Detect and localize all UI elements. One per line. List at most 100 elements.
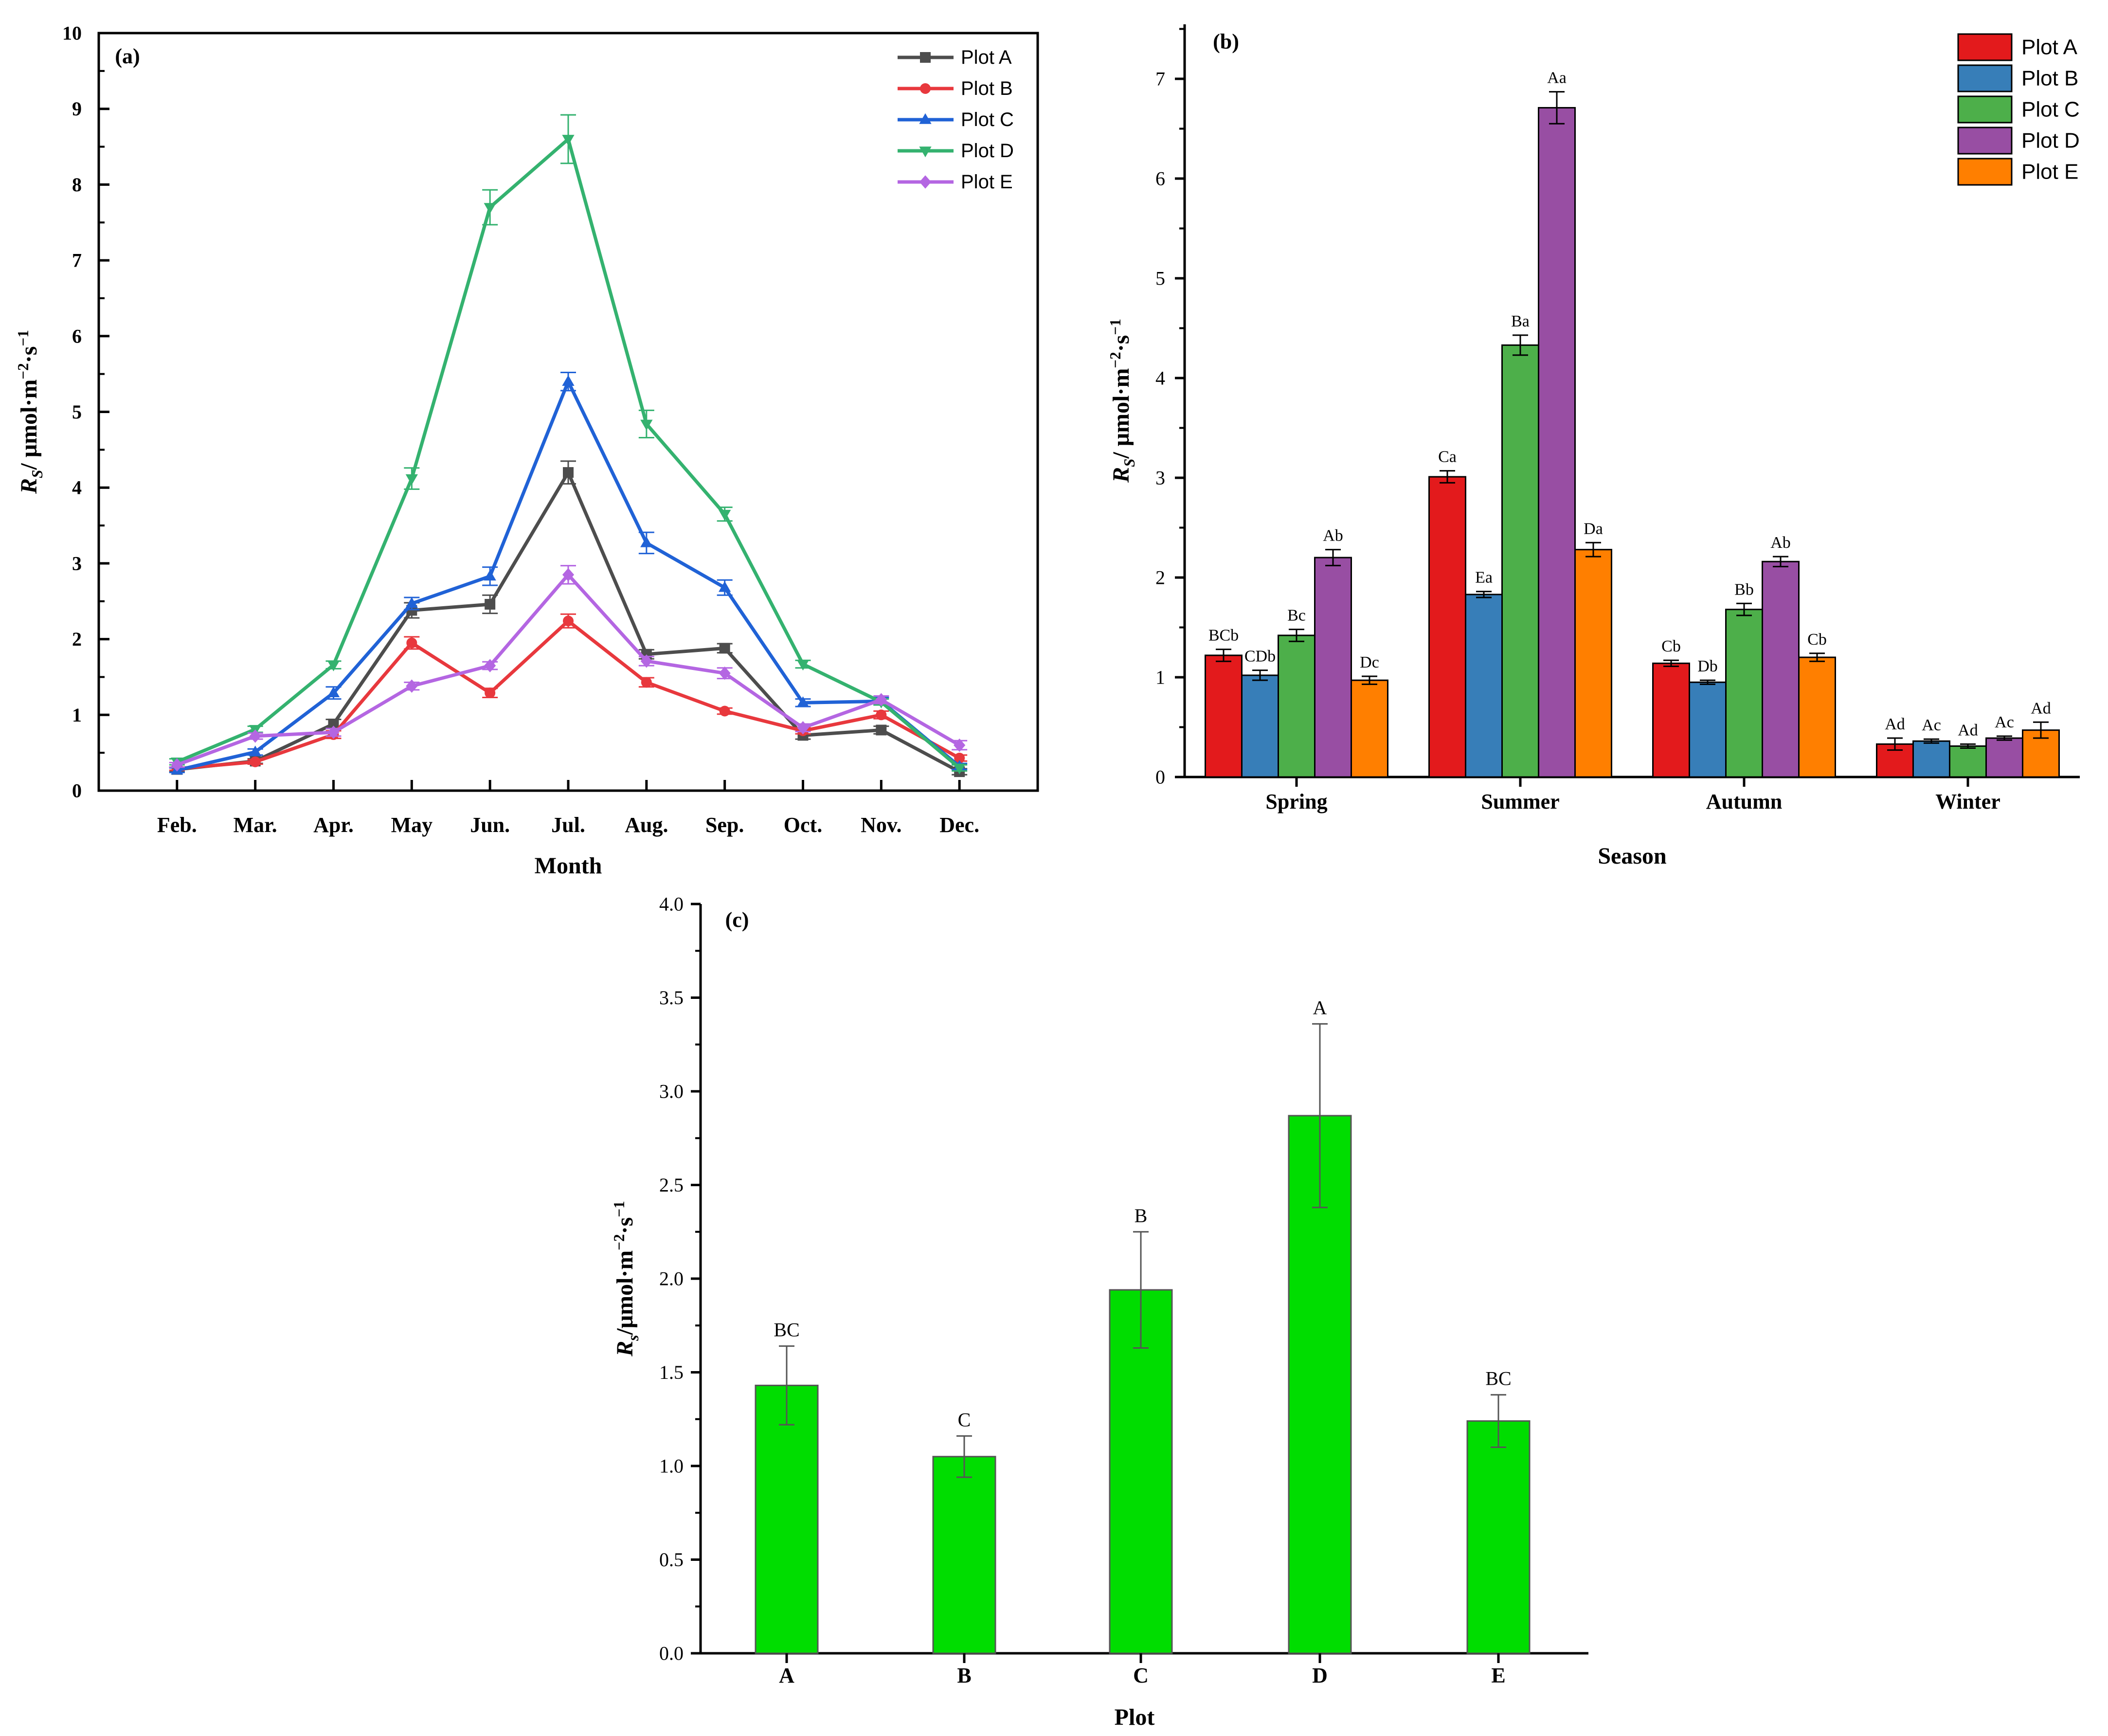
- legend-label: Plot B: [961, 78, 1013, 99]
- legend-label: Plot A: [961, 47, 1012, 68]
- bar: [1241, 674, 1279, 778]
- error-bar: [779, 1345, 794, 1426]
- bar-significance-label: CDb: [1244, 648, 1276, 666]
- x-tick-label: C: [1133, 1664, 1149, 1687]
- y-label-unit: / μmol·m: [1108, 368, 1134, 459]
- y-label-unit: /μmol·m: [612, 1250, 638, 1336]
- bar: [1278, 634, 1315, 778]
- data-point: [876, 709, 887, 721]
- panel-a-monthly-line-chart: 0 1 2 3 4 5 6 7 8 9 10 Feb. Mar. Apr. May Jun. Jul. Aug. S…: [15, 22, 1039, 879]
- error-bar: [2033, 721, 2049, 739]
- legend-swatch: [1957, 95, 2013, 124]
- data-point: [797, 721, 809, 735]
- legend-swatch: [1957, 158, 2013, 186]
- data-point: [563, 467, 574, 478]
- legend-label: Plot E: [961, 171, 1013, 193]
- x-tick-label: A: [779, 1664, 794, 1687]
- x-axis-label: Month: [535, 853, 602, 879]
- bar: [755, 1384, 819, 1654]
- error-bar: [1440, 470, 1455, 484]
- y-tick-label: 7: [1155, 68, 1165, 90]
- bar-significance-label: Bc: [1287, 607, 1306, 625]
- error-bar: [1887, 737, 1903, 751]
- series-plot-e: [169, 565, 968, 772]
- data-point: [641, 677, 652, 688]
- error-bar: [1663, 659, 1679, 667]
- y-label-exponent-2: −1: [1107, 319, 1124, 335]
- y-tick-label: 1.5: [659, 1361, 684, 1383]
- error-bar: [1809, 652, 1825, 662]
- panel-label: (b): [1213, 30, 1239, 54]
- x-tick-label: Sep.: [705, 813, 744, 837]
- x-tick-label: Aug.: [625, 813, 668, 837]
- series-plot-d: [169, 114, 968, 775]
- data-point: [249, 745, 262, 757]
- y-axis-label: RS/ μmol·m−2·s−1: [15, 330, 46, 494]
- bar-significance-label: Aa: [1547, 69, 1567, 87]
- y-tick-label: 1.0: [659, 1455, 684, 1477]
- x-tick-label: Mar.: [234, 813, 277, 837]
- legend-marker: [920, 83, 931, 94]
- error-bar: [1252, 669, 1268, 681]
- y-tick-label: 4.0: [659, 893, 684, 915]
- error-bar: [1549, 91, 1565, 125]
- data-point: [485, 687, 496, 699]
- error-bar: [1997, 735, 2012, 741]
- bar-significance-label: Ad: [2031, 699, 2051, 717]
- bar: [1652, 662, 1690, 778]
- data-point: [796, 696, 810, 707]
- bar: [1538, 107, 1576, 778]
- series-line: [176, 136, 961, 769]
- legend-label: Plot A: [2021, 36, 2078, 59]
- error-bar: [1586, 542, 1601, 558]
- y-label-exponent-2: −1: [611, 1201, 628, 1217]
- data-point: [327, 660, 340, 671]
- y-label-subscript: s: [625, 1335, 642, 1341]
- bar: [1762, 561, 1800, 778]
- bar-significance-label: Ab: [1323, 527, 1343, 545]
- data-point: [563, 615, 574, 627]
- y-label-subscript: S: [1121, 458, 1138, 467]
- error-bar: [1924, 738, 1939, 744]
- x-tick-label: Autumn: [1706, 790, 1783, 814]
- y-tick-label: 0: [1155, 766, 1165, 788]
- data-point: [405, 597, 418, 608]
- x-tick-label: Winter: [1935, 790, 2000, 814]
- bar-significance-label: Cb: [1807, 631, 1827, 649]
- bar: [932, 1456, 996, 1654]
- data-point: [796, 660, 810, 671]
- legend-marker: [919, 175, 932, 189]
- legend-label: Plot C: [2021, 98, 2080, 122]
- bar-significance-label: Bb: [1734, 580, 1754, 598]
- bar-significance-label: Ac: [1995, 713, 2014, 731]
- panel-b-seasonal-bar-chart: 0 1 2 3 4 5 6 7 Spring BCb CDb Bc Ab Dc Summer Ca Ea Ba Aa…: [1107, 24, 2080, 869]
- bar-significance-label: Ea: [1475, 569, 1493, 587]
- y-tick-label: 2: [1155, 567, 1165, 589]
- bar-significance-label: Ba: [1511, 312, 1530, 330]
- y-label-symbol: R: [1108, 467, 1134, 483]
- legend-label: Plot D: [2021, 129, 2080, 153]
- y-tick-label: 1: [72, 704, 82, 726]
- series-line: [176, 572, 960, 767]
- y-tick-label: 10: [62, 22, 82, 44]
- bar-significance-label: BC: [774, 1319, 799, 1341]
- x-tick-label: May: [391, 813, 433, 837]
- error-bar: [1312, 1023, 1328, 1209]
- bar-significance-label: Db: [1697, 657, 1718, 675]
- x-tick-label: Apr.: [313, 813, 354, 837]
- error-bar: [1325, 549, 1341, 566]
- error-bar: [1513, 334, 1528, 356]
- bar: [1689, 681, 1727, 778]
- data-point: [485, 598, 496, 610]
- x-tick-label: Jun.: [470, 813, 510, 837]
- y-tick-label: 5: [1155, 268, 1165, 289]
- bar-significance-label: Ca: [1438, 448, 1457, 466]
- bar-significance-label: Dc: [1360, 653, 1379, 671]
- legend-swatch: [1957, 127, 2013, 155]
- series-plot-c: [169, 372, 968, 775]
- y-tick-label: 9: [72, 98, 82, 120]
- y-tick-label: 3.5: [659, 987, 684, 1009]
- y-tick-label: 4: [72, 477, 82, 499]
- bar: [1501, 344, 1539, 778]
